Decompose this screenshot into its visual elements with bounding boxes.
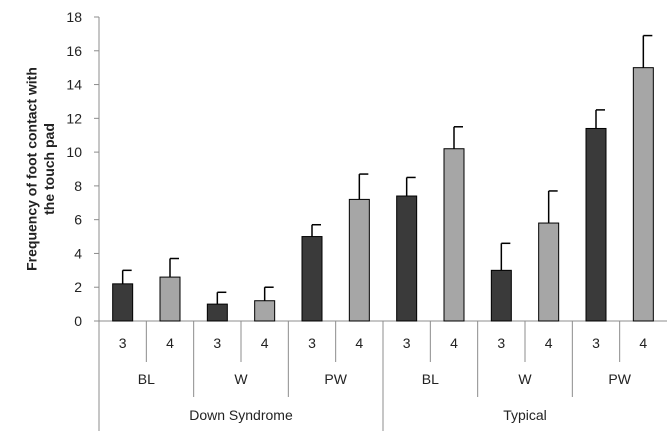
- bar: [538, 222, 560, 322]
- bar: [206, 303, 228, 322]
- condition-label: W: [234, 371, 248, 387]
- bar: [348, 198, 370, 322]
- plot-area: 0 2 4 6 8 10 12 14 16 18 Frequency of foot contact…: [24, 9, 667, 431]
- y-tick-label: 12: [66, 110, 82, 126]
- condition-label: BL: [422, 371, 439, 387]
- y-tick-label: 6: [74, 212, 82, 228]
- session-label: 3: [213, 335, 221, 351]
- y-tick-label: 10: [66, 144, 82, 160]
- session-label: 3: [403, 335, 411, 351]
- session-label: 3: [592, 335, 600, 351]
- y-tick-label: 16: [66, 43, 82, 59]
- session-label: 4: [355, 335, 363, 351]
- bar: [159, 276, 181, 322]
- bar: [396, 195, 418, 322]
- condition-label: W: [518, 371, 532, 387]
- y-axis-title: Frequency of foot contact with the touch …: [24, 67, 58, 271]
- bar: [632, 67, 654, 322]
- bar: [254, 300, 276, 322]
- condition-label: PW: [608, 371, 631, 387]
- group-label: Typical: [503, 407, 547, 423]
- condition-label: BL: [138, 371, 155, 387]
- session-label: 4: [261, 335, 269, 351]
- y-tick-label: 18: [66, 9, 82, 25]
- y-tick-label: 2: [74, 279, 82, 295]
- bar: [443, 148, 465, 322]
- bar: [585, 127, 607, 322]
- bar: [112, 283, 134, 322]
- session-label: 3: [497, 335, 505, 351]
- session-label: 3: [119, 335, 127, 351]
- session-label: 4: [450, 335, 458, 351]
- session-label: 3: [308, 335, 316, 351]
- condition-label: PW: [324, 371, 347, 387]
- bar: [490, 269, 512, 322]
- session-label: 4: [166, 335, 174, 351]
- session-label: 4: [545, 335, 553, 351]
- y-tick-label: 14: [66, 77, 82, 93]
- bar: [301, 236, 323, 322]
- y-tick-label: 0: [74, 313, 82, 329]
- y-tick-label: 8: [74, 178, 82, 194]
- y-tick-label: 4: [74, 245, 82, 261]
- session-label: 4: [639, 335, 647, 351]
- group-label: Down Syndrome: [189, 407, 293, 423]
